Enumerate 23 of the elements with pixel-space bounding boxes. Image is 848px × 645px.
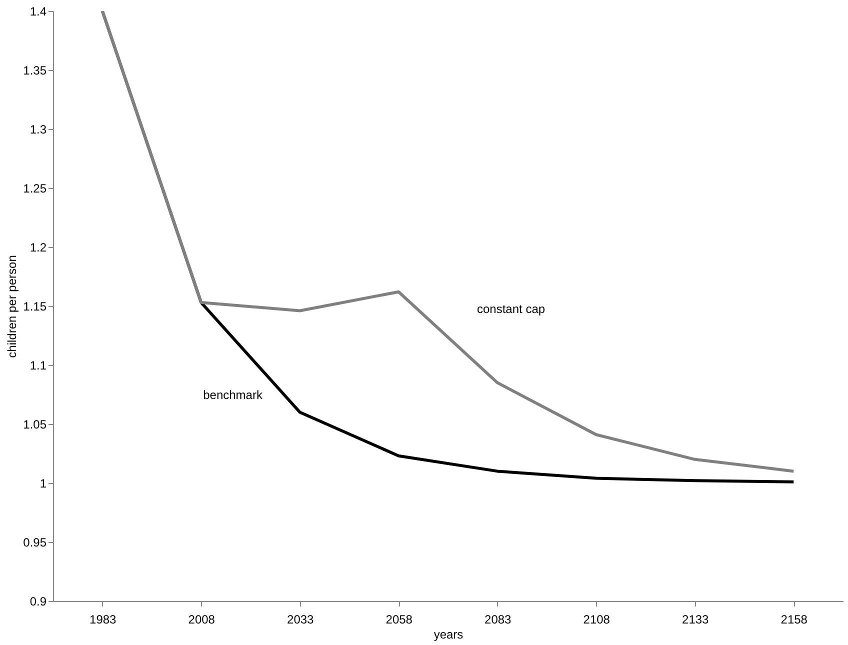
x-tick-label: 1983	[90, 612, 117, 626]
y-tick-label: 1.4	[30, 4, 47, 18]
y-tick-label: 1.2	[30, 240, 47, 254]
x-tick-label: 2083	[484, 612, 512, 626]
y-tick-label: 1.15	[23, 300, 47, 314]
x-tick-label: 2008	[188, 612, 216, 626]
x-tick-label: 2133	[682, 612, 710, 626]
y-axis-title: children per person	[5, 255, 20, 358]
y-tick-label: 0.9	[30, 594, 47, 608]
y-tick-label: 1.35	[23, 64, 47, 78]
x-tick-label: 2158	[780, 612, 808, 626]
y-tick-label: 1.25	[23, 182, 47, 196]
x-tick-label: 2033	[287, 612, 314, 626]
y-tick-label: 0.95	[23, 536, 47, 550]
series-label: benchmark	[203, 388, 264, 402]
x-axis-title: years	[434, 628, 464, 642]
x-tick-label: 2108	[583, 612, 610, 626]
y-tick-label: 1.1	[30, 358, 47, 372]
y-tick-label: 1.3	[30, 122, 47, 136]
y-tick-label: 1.05	[23, 418, 47, 432]
x-tick-label: 2058	[386, 612, 413, 626]
y-tick-label: 1	[40, 476, 47, 490]
text: constant cap	[477, 302, 546, 316]
